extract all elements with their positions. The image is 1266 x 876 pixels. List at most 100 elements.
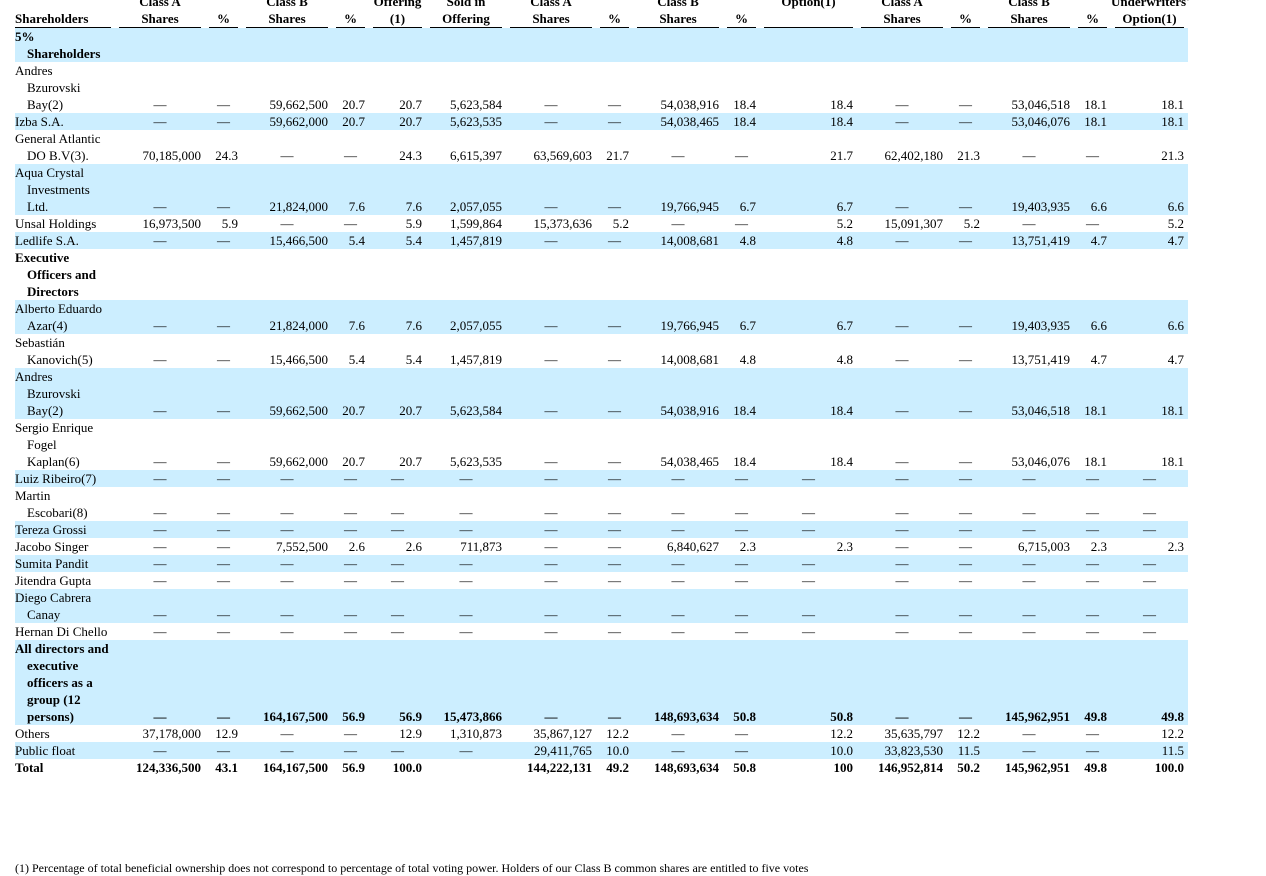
- table-cell: 12.9: [215, 726, 238, 741]
- table-cell: —: [857, 521, 947, 538]
- table-cell: 6.6: [1074, 164, 1111, 215]
- table-row: Martin Escobari(8) — — — — — — — — — — — — — — — —: [15, 487, 1188, 521]
- table-cell: —: [544, 454, 558, 469]
- footnote: (1) Percentage of total beneficial owner…: [15, 861, 809, 875]
- table-cell: —: [153, 539, 167, 554]
- table-cell: 6.6: [1111, 164, 1188, 215]
- column-header-label: Offering: [430, 10, 502, 28]
- table-cell: —: [857, 164, 947, 215]
- table-cell: —: [984, 470, 1074, 487]
- column-top-label: Class A: [881, 0, 923, 9]
- table-cell: [723, 249, 760, 300]
- table-cell: —: [947, 232, 984, 249]
- table-cell: —: [153, 352, 167, 367]
- table-cell: 24.3: [215, 148, 238, 163]
- table-cell: 49.8: [1074, 640, 1111, 725]
- table-cell: [242, 249, 332, 300]
- table-cell: —: [895, 454, 909, 469]
- table-cell: —: [596, 113, 633, 130]
- table-cell: —: [391, 573, 404, 588]
- table-cell: 7,552,500: [276, 539, 328, 554]
- table-cell: [426, 249, 506, 300]
- table-cell: —: [735, 573, 748, 588]
- table-cell: [633, 249, 723, 300]
- table-cell: 5.4: [369, 232, 426, 249]
- table-cell: —: [1086, 726, 1099, 741]
- column-header: %: [947, 10, 984, 28]
- table-cell: 53,046,076: [984, 113, 1074, 130]
- table-cell: 12.2: [1161, 726, 1184, 741]
- table-cell: [426, 759, 506, 776]
- table-cell: 4.8: [723, 232, 760, 249]
- table-cell: —: [723, 470, 760, 487]
- table-cell: —: [344, 726, 357, 741]
- table-row: 5% Shareholders: [15, 28, 1188, 62]
- table-cell: —: [633, 555, 723, 572]
- table-cell: [760, 28, 857, 62]
- table-cell: —: [1074, 742, 1111, 759]
- table-cell: —: [633, 521, 723, 538]
- table-cell: —: [1022, 505, 1036, 520]
- table-cell: 2.3: [739, 539, 756, 554]
- table-cell: 4.7: [1167, 352, 1184, 367]
- row-label: Jacobo Singer: [15, 539, 89, 554]
- table-cell: —: [217, 97, 230, 112]
- table-cell: 18.1: [1161, 97, 1184, 112]
- table-cell: —: [242, 589, 332, 623]
- row-label: Total: [15, 760, 44, 775]
- table-cell: [369, 249, 426, 300]
- column-header-label: %: [336, 10, 365, 28]
- table-cell: 12.2: [957, 726, 980, 741]
- table-cell: —: [984, 521, 1074, 538]
- column-top-label: Class B: [657, 0, 699, 9]
- table-cell: —: [984, 555, 1074, 572]
- table-cell: —: [280, 624, 294, 639]
- table-cell: 18.4: [723, 368, 760, 419]
- table-cell: 6.7: [723, 300, 760, 334]
- table-cell: —: [760, 521, 857, 538]
- table-cell: —: [544, 624, 558, 639]
- table-cell: 19,403,935: [984, 300, 1074, 334]
- table-cell: 145,962,951: [984, 640, 1074, 725]
- table-cell: 5.4: [348, 352, 365, 367]
- table-cell: —: [895, 505, 909, 520]
- table-cell: 2.6: [405, 539, 422, 554]
- table-cell: 5.9: [405, 216, 422, 231]
- table-row: Andres Bzurovski Bay(2) — — 59,662,500 20.7 2…: [15, 62, 1188, 113]
- column-header-label: (1): [373, 10, 422, 28]
- table-cell: —: [344, 624, 357, 639]
- table-cell: —: [115, 589, 205, 623]
- table-cell: 19,766,945: [633, 300, 723, 334]
- table-cell: —: [115, 164, 205, 215]
- table-cell: 5,623,584: [450, 97, 502, 112]
- table-cell: —: [217, 454, 230, 469]
- table-cell: 21,824,000: [242, 164, 332, 215]
- table-cell: 59,662,000: [269, 454, 329, 469]
- table-cell: —: [895, 573, 909, 588]
- table-cell: —: [1074, 589, 1111, 623]
- beneficial-ownership-table: Class A Class B Offering Sold in Class A Clas…: [15, 0, 1190, 776]
- table-row: Unsal Holdings 16,973,500 5.9 — — 5.9 1,599,86…: [15, 215, 1188, 232]
- table-cell: —: [671, 624, 685, 639]
- table-cell: —: [857, 300, 947, 334]
- table-cell: 15,466,500: [242, 232, 332, 249]
- table-cell: 2.6: [348, 539, 365, 554]
- table-cell: —: [959, 624, 972, 639]
- table-cell: —: [153, 454, 167, 469]
- table-cell: —: [671, 726, 685, 741]
- table-cell: —: [205, 555, 242, 572]
- table-cell: —: [735, 505, 748, 520]
- table-cell: —: [633, 742, 723, 759]
- row-label: Unsal Holdings: [15, 216, 97, 231]
- table-cell: —: [1022, 573, 1036, 588]
- table-cell: [596, 249, 633, 300]
- column-top-label: Class A: [139, 0, 181, 9]
- table-cell: 35,635,797: [884, 726, 944, 741]
- table-cell: —: [596, 470, 633, 487]
- table-cell: —: [369, 589, 426, 623]
- table-cell: —: [115, 113, 205, 130]
- table-cell: —: [1022, 148, 1036, 163]
- table-cell: 6,840,627: [667, 539, 719, 554]
- table-cell: 5,623,535: [450, 454, 502, 469]
- table-cell: —: [344, 216, 357, 231]
